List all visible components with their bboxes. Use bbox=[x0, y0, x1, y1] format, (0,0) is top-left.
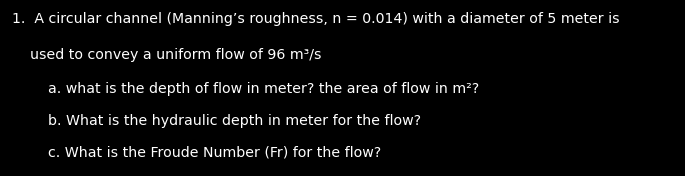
Text: 1.  A circular channel (Manning’s roughness, n = 0.014) with a diameter of 5 met: 1. A circular channel (Manning’s roughne… bbox=[12, 12, 620, 26]
Text: a. what is the depth of flow in meter? the area of flow in m²?: a. what is the depth of flow in meter? t… bbox=[12, 82, 479, 96]
Text: c. What is the Froude Number (Fr) for the flow?: c. What is the Froude Number (Fr) for th… bbox=[12, 145, 382, 159]
Text: b. What is the hydraulic depth in meter for the flow?: b. What is the hydraulic depth in meter … bbox=[12, 114, 421, 128]
Text: used to convey a uniform flow of 96 m³/s: used to convey a uniform flow of 96 m³/s bbox=[12, 48, 322, 62]
